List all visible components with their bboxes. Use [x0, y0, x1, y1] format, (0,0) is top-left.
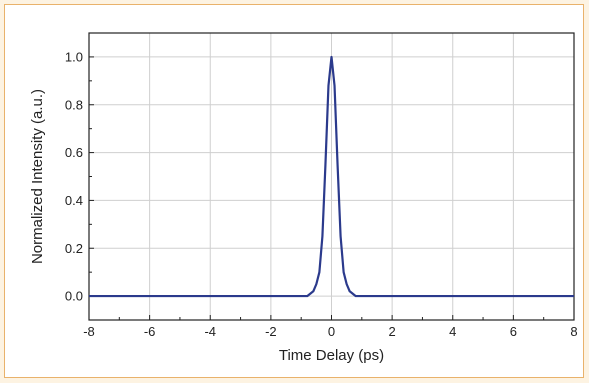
y-tick-label: 0.2	[65, 241, 83, 256]
y-axis-label: Normalized Intensity (a.u.)	[29, 89, 46, 264]
x-tick-label: -2	[265, 324, 277, 339]
y-tick-label: 0.4	[65, 193, 83, 208]
figure-frame	[4, 4, 584, 378]
y-tick-label: 0.6	[65, 145, 83, 160]
x-tick-label: 2	[389, 324, 396, 339]
series-line	[89, 55, 574, 298]
x-tick-label: 8	[570, 324, 577, 339]
x-tick-label: 0	[328, 324, 335, 339]
x-axis-label: Time Delay (ps)	[279, 347, 384, 364]
x-tick-label: -8	[83, 324, 95, 339]
y-tick-label: 0.0	[65, 289, 83, 304]
y-tick-label: 0.8	[65, 97, 83, 112]
x-tick-labels: -8 -6 -4 -2 0 2 4 6 8	[83, 324, 577, 339]
x-tick-label: -4	[204, 324, 216, 339]
grid	[88, 33, 575, 320]
x-tick-label: 4	[449, 324, 456, 339]
y-tick-label: 1.0	[65, 49, 83, 64]
x-tick-label: 6	[510, 324, 517, 339]
y-tick-labels: 0.0 0.2 0.4 0.6 0.8 1.0	[65, 49, 83, 303]
x-tick-label: -6	[144, 324, 156, 339]
